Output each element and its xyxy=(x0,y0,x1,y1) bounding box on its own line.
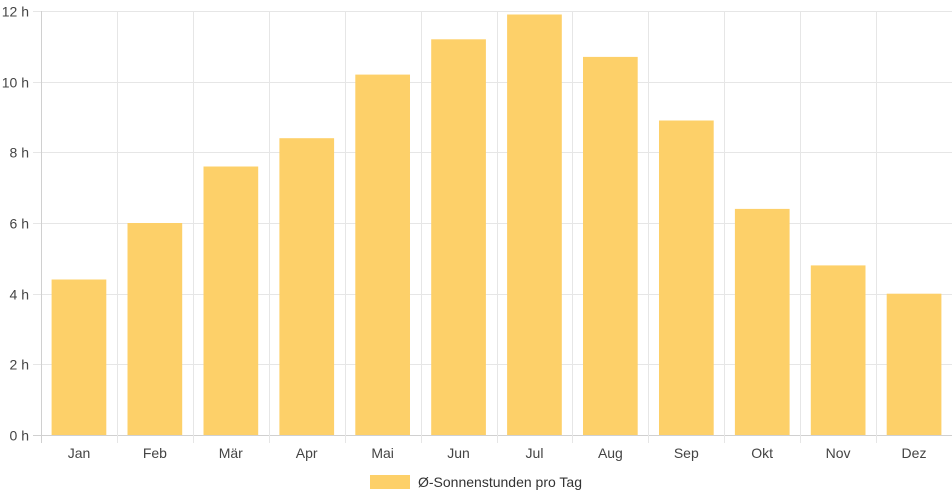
bars xyxy=(51,14,942,436)
x-tick-label: Jul xyxy=(526,445,544,461)
legend[interactable]: Ø-Sonnenstunden pro Tag xyxy=(370,474,582,490)
bar-apr[interactable] xyxy=(279,138,335,435)
bar-feb[interactable] xyxy=(127,223,183,435)
bar-aug[interactable] xyxy=(583,56,638,436)
y-tick-label: 8 h xyxy=(10,145,29,161)
bar-jan[interactable] xyxy=(51,279,107,436)
y-tick-label: 4 h xyxy=(10,287,29,303)
bar-okt[interactable] xyxy=(734,208,790,435)
x-tick-label: Okt xyxy=(751,445,773,461)
x-tick-label: Jun xyxy=(447,445,470,461)
x-tick-label: Feb xyxy=(143,445,167,461)
y-tick-label: 2 h xyxy=(10,357,29,373)
y-tick-label: 0 h xyxy=(10,428,29,444)
y-tick-label: 6 h xyxy=(10,216,29,232)
bar-dez[interactable] xyxy=(886,293,942,435)
grid-lines xyxy=(33,11,952,443)
bar-nov[interactable] xyxy=(810,265,866,435)
y-tick-label: 12 h xyxy=(2,4,29,20)
bar-jun[interactable] xyxy=(431,39,486,436)
legend-label: Ø-Sonnenstunden pro Tag xyxy=(418,474,582,490)
y-tick-label: 10 h xyxy=(2,75,29,91)
bar-sep[interactable] xyxy=(659,120,714,436)
legend-swatch xyxy=(370,475,410,489)
axes: 0 h 2 h 4 h 6 h 8 h 10 h 12 h Jan Feb Mär Apr Mai Ju… xyxy=(2,4,927,462)
bar-mai[interactable] xyxy=(355,74,410,435)
x-tick-label: Dez xyxy=(902,445,927,461)
x-tick-label: Aug xyxy=(598,445,623,461)
x-tick-label: Mai xyxy=(371,445,394,461)
x-tick-label: Mär xyxy=(219,445,243,461)
bar-jul[interactable] xyxy=(507,14,562,436)
x-tick-label: Sep xyxy=(674,445,699,461)
x-tick-label: Jan xyxy=(68,445,91,461)
bar-mär[interactable] xyxy=(203,166,259,436)
x-tick-label: Apr xyxy=(296,445,318,461)
x-tick-label: Nov xyxy=(826,445,851,461)
